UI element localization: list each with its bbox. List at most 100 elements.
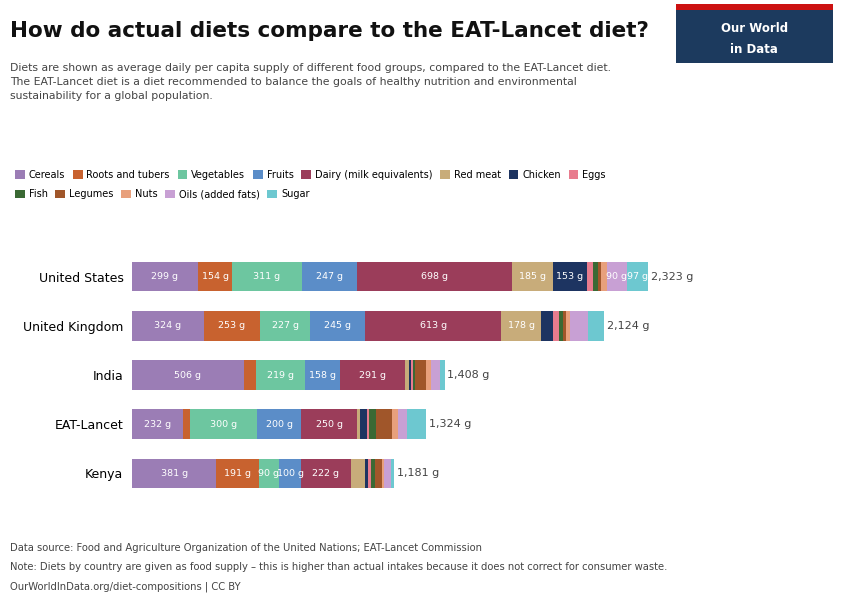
Bar	[393, 409, 398, 439]
Text: Data source: Food and Agriculture Organization of the United Nations; EAT-Lancet: Data source: Food and Agriculture Organi…	[10, 543, 482, 553]
Text: 222 g: 222 g	[312, 469, 339, 478]
Bar	[257, 409, 302, 439]
Bar	[244, 360, 257, 390]
Bar	[279, 458, 301, 488]
Bar	[365, 311, 501, 341]
Bar	[357, 409, 360, 439]
Text: 300 g: 300 g	[210, 420, 237, 428]
Bar	[407, 409, 426, 439]
Text: 97 g: 97 g	[627, 272, 648, 281]
Legend: Cereals, Roots and tubers, Vegetables, Fruits, Dairy (milk equivalents), Red mea: Cereals, Roots and tubers, Vegetables, F…	[15, 170, 606, 180]
Bar	[502, 311, 541, 341]
Bar	[413, 360, 415, 390]
Bar	[570, 311, 588, 341]
Bar	[370, 409, 376, 439]
Text: 506 g: 506 g	[174, 370, 201, 379]
Text: 613 g: 613 g	[420, 321, 446, 330]
Text: 90 g: 90 g	[606, 272, 627, 281]
Text: 90 g: 90 g	[258, 469, 280, 478]
Bar	[132, 311, 204, 341]
Bar	[257, 360, 305, 390]
Text: OurWorldInData.org/diet-compositions | CC BY: OurWorldInData.org/diet-compositions | C…	[10, 581, 241, 592]
Text: Diets are shown as average daily per capita supply of different food groups, com: Diets are shown as average daily per cap…	[10, 63, 611, 101]
Legend: Fish, Legumes, Nuts, Oils (added fats), Sugar: Fish, Legumes, Nuts, Oils (added fats), …	[15, 189, 309, 199]
Bar	[564, 311, 566, 341]
Text: 219 g: 219 g	[267, 370, 294, 379]
Bar	[302, 262, 356, 292]
Bar	[601, 262, 607, 292]
Bar	[415, 360, 427, 390]
Bar	[586, 262, 593, 292]
Text: 324 g: 324 g	[154, 321, 181, 330]
Text: Note: Diets by country are given as food supply – this is higher than actual int: Note: Diets by country are given as food…	[10, 562, 667, 572]
Text: 100 g: 100 g	[276, 469, 303, 478]
Bar	[310, 311, 365, 341]
Text: 154 g: 154 g	[201, 272, 229, 281]
Text: How do actual diets compare to the EAT-Lancet diet?: How do actual diets compare to the EAT-L…	[10, 21, 649, 41]
Bar	[588, 311, 604, 341]
Bar	[132, 360, 244, 390]
Text: 698 g: 698 g	[421, 272, 448, 281]
Bar	[260, 311, 310, 341]
Text: 158 g: 158 g	[309, 370, 337, 379]
Bar	[132, 458, 217, 488]
Bar	[566, 311, 570, 341]
Bar	[190, 409, 257, 439]
Bar	[365, 458, 368, 488]
Bar	[350, 458, 365, 488]
Text: 291 g: 291 g	[359, 370, 386, 379]
Text: 2,124 g: 2,124 g	[607, 321, 649, 331]
Bar	[390, 458, 394, 488]
Bar	[204, 311, 260, 341]
Bar	[232, 262, 302, 292]
Bar	[366, 409, 370, 439]
Text: 191 g: 191 g	[224, 469, 252, 478]
Bar	[305, 360, 340, 390]
Bar	[439, 360, 445, 390]
Bar	[368, 458, 371, 488]
Text: 311 g: 311 g	[253, 272, 280, 281]
Bar	[431, 360, 439, 390]
Text: 227 g: 227 g	[272, 321, 298, 330]
Bar	[541, 311, 553, 341]
Text: 178 g: 178 g	[507, 321, 535, 330]
Bar	[558, 311, 564, 341]
Text: 232 g: 232 g	[144, 420, 171, 428]
Bar	[340, 360, 405, 390]
Bar	[382, 458, 384, 488]
Bar	[598, 262, 601, 292]
Text: 1,181 g: 1,181 g	[397, 469, 439, 478]
Bar	[375, 458, 382, 488]
Text: 1,324 g: 1,324 g	[428, 419, 471, 429]
Bar	[356, 262, 512, 292]
Bar	[217, 458, 259, 488]
Bar	[409, 360, 411, 390]
Bar	[198, 262, 232, 292]
Bar	[132, 262, 198, 292]
Text: 1,408 g: 1,408 g	[447, 370, 490, 380]
Bar	[552, 262, 586, 292]
Bar	[411, 360, 413, 390]
Text: 153 g: 153 g	[556, 272, 583, 281]
Bar	[593, 262, 598, 292]
Bar	[259, 458, 279, 488]
Bar	[607, 262, 626, 292]
Text: 2,323 g: 2,323 g	[651, 272, 694, 281]
Bar	[512, 262, 552, 292]
Bar	[302, 409, 357, 439]
Bar	[626, 262, 649, 292]
Text: Our World: Our World	[721, 22, 788, 35]
Bar	[398, 409, 407, 439]
Text: 250 g: 250 g	[315, 420, 343, 428]
Text: in Data: in Data	[730, 43, 779, 56]
Text: 247 g: 247 g	[315, 272, 343, 281]
Text: 185 g: 185 g	[518, 272, 546, 281]
Bar	[371, 458, 375, 488]
Bar	[427, 360, 431, 390]
Bar	[301, 458, 350, 488]
Bar	[376, 409, 393, 439]
Bar	[184, 409, 190, 439]
Text: 245 g: 245 g	[324, 321, 351, 330]
Text: 200 g: 200 g	[266, 420, 292, 428]
Text: 253 g: 253 g	[218, 321, 246, 330]
